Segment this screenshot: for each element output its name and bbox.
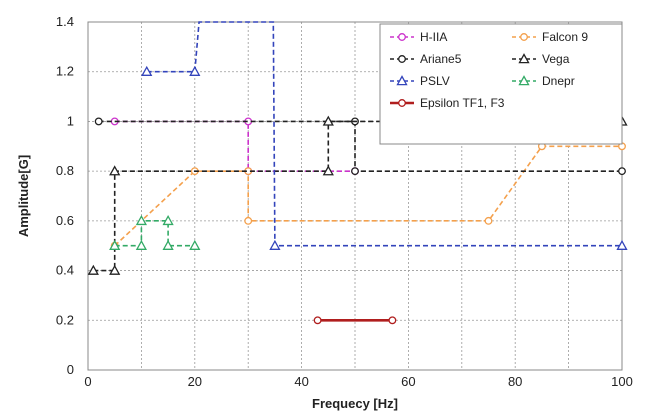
legend-marker: [520, 33, 528, 41]
x-tick-label: 100: [611, 374, 633, 389]
x-tick-label: 40: [294, 374, 308, 389]
data-point: [135, 215, 148, 226]
x-tick-label: 80: [508, 374, 522, 389]
legend-marker: [396, 75, 408, 86]
legend-marker: [398, 99, 406, 107]
y-tick-label: 1.2: [56, 64, 74, 79]
data-point: [135, 239, 148, 250]
data-point: [313, 316, 322, 325]
legend-marker: [518, 75, 530, 86]
data-point: [162, 239, 174, 250]
series-line: [98, 120, 622, 172]
data-point: [322, 165, 334, 176]
plot-frame: [87, 21, 623, 371]
legend: H-IIA Falcon 9 Ariane5 Vega PSLV Dnepr Epsilon…: [379, 23, 623, 145]
y-tick-label: 1: [67, 113, 74, 128]
x-tick-label: 0: [84, 374, 91, 389]
series-layer: [87, 21, 628, 325]
y-axis-title: Amplitude[G]: [16, 155, 31, 237]
y-tick-label: 0.8: [56, 163, 74, 178]
legend-label: Falcon 9: [542, 30, 588, 44]
x-axis-title: Frequecy [Hz]: [312, 396, 398, 411]
legend-label: Epsilon TF1, F3: [420, 96, 505, 110]
data-point: [189, 239, 201, 250]
data-point: [484, 216, 493, 225]
series-line: [93, 120, 622, 272]
y-tick-label: 0.2: [56, 312, 74, 327]
data-point: [244, 216, 253, 225]
x-tick-label: 60: [401, 374, 415, 389]
x-tick-label: 20: [188, 374, 202, 389]
data-point: [618, 167, 626, 176]
legend-label: Vega: [542, 52, 570, 66]
y-tick-label: 0.4: [56, 263, 74, 278]
data-point: [109, 264, 121, 275]
legend-label: Ariane5: [420, 52, 462, 66]
data-point: [87, 264, 99, 275]
legend-label: PSLV: [420, 74, 450, 88]
series-5: [109, 215, 201, 250]
series-6: [313, 316, 397, 325]
series-2: [94, 117, 626, 176]
data-point: [109, 165, 121, 176]
legend-box: [379, 23, 623, 145]
y-axis-ticks: 0 0.2 0.4 0.6 0.8 1 1.2 1.4: [56, 14, 74, 377]
data-point: [616, 239, 628, 250]
data-point: [162, 215, 174, 226]
data-point: [322, 115, 334, 126]
legend-marker: [518, 53, 530, 64]
legend-marker: [398, 33, 406, 41]
data-point: [269, 239, 281, 250]
data-point: [94, 117, 103, 126]
data-point: [109, 239, 121, 250]
data-point: [388, 316, 397, 325]
series-line: [146, 21, 622, 247]
data-point: [141, 65, 153, 76]
legend-label: H-IIA: [420, 30, 447, 44]
series-line: [114, 220, 195, 247]
y-tick-label: 0.6: [56, 213, 74, 228]
y-tick-label: 1.4: [56, 14, 74, 29]
legend-marker: [398, 55, 406, 63]
data-point: [351, 167, 359, 176]
data-point: [189, 65, 201, 76]
series-4: [141, 21, 628, 250]
legend-label: Dnepr: [542, 74, 575, 88]
x-axis-ticks: 0 20 40 60 80 100: [84, 374, 632, 389]
y-tick-label: 0: [67, 362, 74, 377]
